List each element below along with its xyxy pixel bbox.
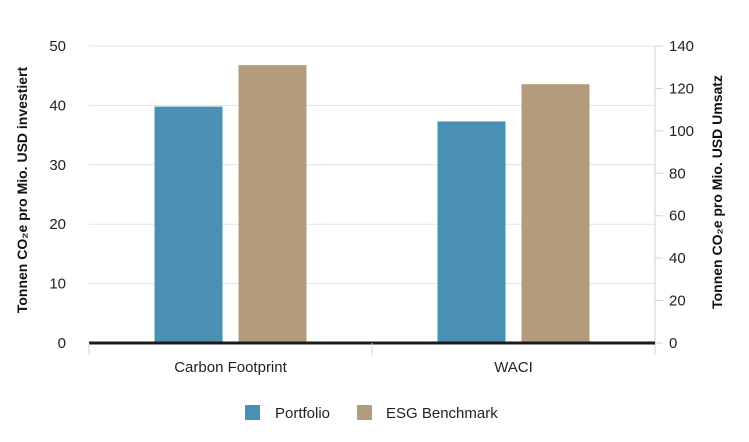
bar-esg-benchmark-carbon-footprint — [238, 65, 307, 343]
y-right-tick-label: 0 — [669, 335, 677, 352]
bar-portfolio-carbon-footprint — [154, 106, 223, 343]
legend: Portfolio ESG Benchmark — [245, 405, 498, 422]
y-right-tick-label: 40 — [669, 250, 686, 267]
bars — [154, 65, 590, 343]
x-category-label: WACI — [494, 359, 533, 376]
y-right-tick-label: 100 — [669, 123, 694, 140]
y-left-tick-label: 50 — [49, 38, 66, 55]
x-category-label: Carbon Footprint — [174, 359, 287, 376]
y-left-tick-label: 20 — [49, 216, 66, 233]
y-left-tick-label: 30 — [49, 157, 66, 174]
y-left-tick-label: 0 — [58, 335, 66, 352]
legend-label-portfolio: Portfolio — [275, 405, 330, 422]
axes — [88, 46, 656, 355]
y-left-axis-title: Tonnen CO₂e pro Mio. USD investiert — [14, 67, 30, 314]
left-tick-labels: 0 10 20 30 40 50 — [49, 38, 66, 352]
y-right-axis-title: Tonnen CO₂e pro Mio. USD Umsatz — [709, 75, 725, 309]
y-right-tick-label: 140 — [669, 38, 694, 55]
y-right-tick-label: 20 — [669, 293, 686, 310]
y-left-tick-label: 10 — [49, 276, 66, 293]
y-right-tick-label: 80 — [669, 165, 686, 182]
category-labels: Carbon Footprint WACI — [174, 359, 533, 376]
right-tick-labels: 0 20 40 60 80 100 120 140 — [655, 38, 694, 352]
y-left-tick-label: 40 — [49, 97, 66, 114]
y-right-tick-label: 120 — [669, 80, 694, 97]
legend-label-esg-benchmark: ESG Benchmark — [386, 405, 498, 422]
bar-portfolio-waci — [437, 121, 506, 343]
y-right-tick-label: 60 — [669, 208, 686, 225]
bar-esg-benchmark-waci — [521, 84, 590, 343]
legend-swatch-portfolio — [245, 405, 260, 420]
legend-swatch-esg-benchmark — [357, 405, 372, 420]
